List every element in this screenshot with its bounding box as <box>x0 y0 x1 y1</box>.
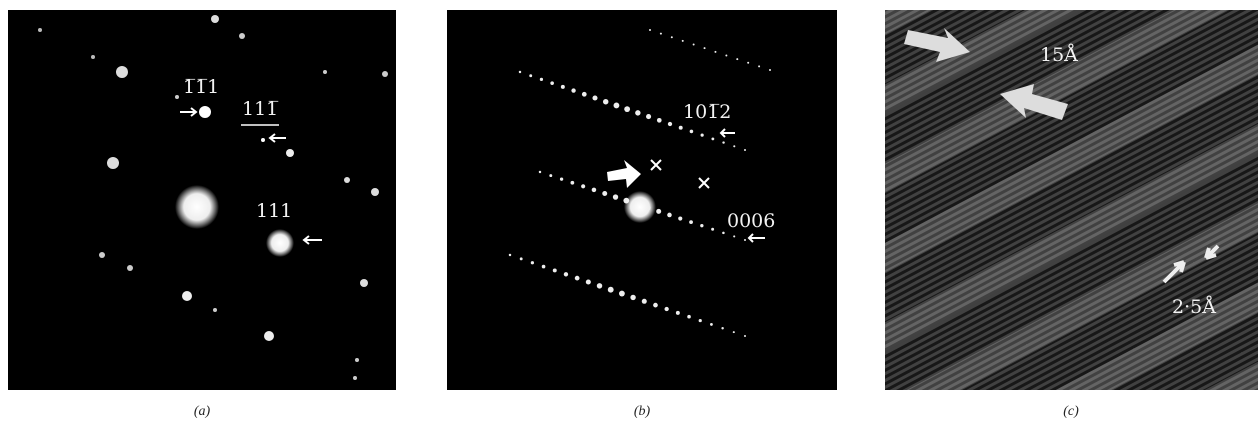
spot <box>758 65 760 67</box>
spot <box>657 118 662 123</box>
spot <box>711 137 714 140</box>
spot <box>736 58 738 60</box>
spot <box>509 254 511 256</box>
spot <box>668 122 672 126</box>
index-label: 1̅1̅1 <box>183 76 219 98</box>
spot <box>614 103 620 109</box>
spot <box>550 81 554 85</box>
spot <box>561 85 565 89</box>
spot <box>744 239 746 241</box>
spot <box>575 276 580 281</box>
spacing-label: 2·5Å <box>1172 296 1216 318</box>
spot <box>733 331 735 333</box>
spot <box>690 130 694 134</box>
figure: 1̅1̅1 111̅ 111 (a) 101̅2 0006 (b) 15Å 2·… <box>0 0 1258 430</box>
spot <box>619 291 625 297</box>
spot <box>613 194 618 199</box>
spot <box>603 99 608 104</box>
spot <box>553 268 557 272</box>
spot <box>602 191 607 196</box>
spot <box>586 279 591 284</box>
spot <box>725 54 727 56</box>
spot <box>733 145 735 147</box>
spot <box>660 33 662 35</box>
spot <box>671 36 673 38</box>
spot <box>549 174 552 177</box>
spot <box>710 323 713 326</box>
spot <box>682 40 684 42</box>
spot <box>676 311 680 315</box>
spot <box>564 272 568 276</box>
index-label: 101̅2 <box>683 101 731 123</box>
spot <box>722 232 725 235</box>
panel-c <box>885 10 1258 390</box>
spot <box>733 235 735 237</box>
spot <box>711 228 714 231</box>
spot <box>701 134 704 137</box>
spot <box>571 181 575 185</box>
spot <box>769 69 771 71</box>
spot <box>714 51 716 53</box>
spot <box>539 171 541 173</box>
spot <box>624 106 630 112</box>
spot <box>667 213 672 218</box>
spot <box>540 78 543 81</box>
spot <box>700 224 703 227</box>
spot <box>635 110 640 115</box>
spot <box>519 71 521 73</box>
spot <box>693 44 695 46</box>
caption: (b) <box>634 404 651 419</box>
spot <box>747 62 749 64</box>
spot <box>529 74 532 77</box>
caption: (a) <box>194 404 211 419</box>
spot <box>653 303 658 308</box>
spot <box>699 319 702 322</box>
spot <box>721 327 723 329</box>
spot <box>704 47 706 49</box>
spot <box>520 257 523 260</box>
spot <box>571 88 575 92</box>
spot <box>592 95 597 100</box>
spot <box>582 92 587 97</box>
spot <box>687 315 691 319</box>
spot <box>608 287 614 293</box>
spot <box>581 184 585 188</box>
spot <box>678 216 682 220</box>
caption: (c) <box>1063 404 1079 419</box>
spot <box>560 178 563 181</box>
spot <box>744 149 746 151</box>
spot <box>642 299 647 304</box>
spot <box>542 265 546 269</box>
spot <box>665 307 669 311</box>
spot <box>689 220 693 224</box>
index-label: 0006 <box>727 210 775 232</box>
spot <box>744 335 746 337</box>
spot <box>649 29 651 31</box>
spot <box>592 188 597 193</box>
spot <box>679 126 683 130</box>
index-label: 111̅ <box>242 98 278 120</box>
spot <box>722 141 724 143</box>
spot <box>656 209 661 214</box>
spacing-label: 15Å <box>1040 44 1078 66</box>
spot <box>597 283 602 288</box>
spot <box>630 295 635 300</box>
index-label: 111 <box>256 200 292 222</box>
spot <box>531 261 534 264</box>
spot <box>646 114 651 119</box>
